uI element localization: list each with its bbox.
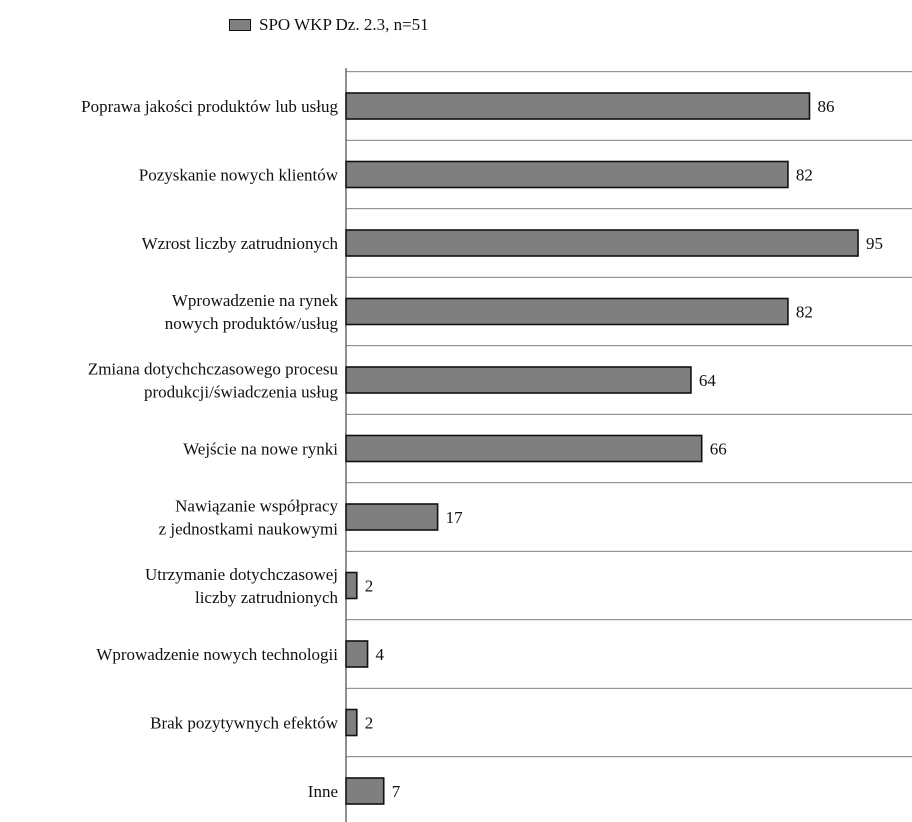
legend-swatch (229, 19, 251, 31)
value-label: 4 (376, 645, 385, 664)
category-label: Nawiązanie współpracy (175, 497, 338, 516)
category-label: Wejście na nowe rynki (183, 440, 338, 459)
value-label: 17 (446, 508, 464, 527)
value-labels: 86 82 95 82 64 66 17 2 4 2 7 (365, 97, 883, 801)
bar (345, 571, 358, 600)
value-label: 82 (796, 166, 813, 185)
legend-label: SPO WKP Dz. 2.3, n=51 (259, 15, 429, 34)
bar (345, 708, 358, 737)
bar (345, 503, 439, 531)
category-label: Wprowadzenie nowych technologii (96, 645, 338, 664)
value-label: 64 (699, 371, 717, 390)
bar (345, 160, 789, 189)
legend: SPO WKP Dz. 2.3, n=51 (229, 13, 429, 37)
category-label: produkcji/świadczenia usług (144, 383, 339, 402)
value-label: 82 (796, 303, 813, 322)
value-label: 7 (392, 782, 401, 801)
category-label: Zmiana dotychchczasowego procesu (88, 360, 339, 379)
category-label: nowych produktów/usług (165, 314, 339, 333)
category-label: Utrzymanie dotychczasowej (145, 565, 338, 584)
axis-layer (345, 68, 912, 822)
value-label: 86 (817, 97, 834, 116)
value-label: 66 (710, 440, 727, 459)
value-label: 2 (365, 577, 374, 596)
bar (345, 777, 385, 805)
category-labels: Poprawa jakości produktów lub usług Pozys… (81, 97, 339, 801)
category-label: Wzrost liczby zatrudnionych (142, 234, 339, 253)
value-label: 95 (866, 234, 883, 253)
category-label: Pozyskanie nowych klientów (139, 166, 339, 185)
category-label: Poprawa jakości produktów lub usług (81, 97, 338, 116)
category-label: z jednostkami naukowymi (159, 520, 339, 539)
category-label: Inne (308, 782, 338, 801)
bar (345, 92, 811, 120)
value-label: 2 (365, 714, 374, 733)
bar (345, 229, 859, 257)
bar (345, 297, 789, 326)
bar (345, 434, 703, 463)
category-label: Wprowadzenie na rynek (172, 291, 339, 310)
category-label: Brak pozytywnych efektów (150, 714, 339, 733)
bar (345, 366, 692, 394)
bars-layer (345, 92, 859, 805)
bar (345, 640, 369, 668)
category-label: liczby zatrudnionych (195, 588, 339, 607)
